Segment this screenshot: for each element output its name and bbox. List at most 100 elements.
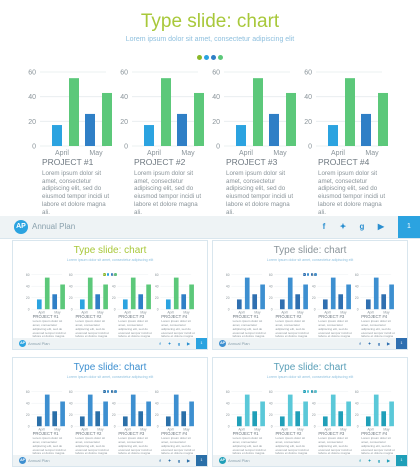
- bar: [303, 284, 309, 310]
- project-title: PROJECT #2: [275, 431, 302, 437]
- youtube-icon[interactable]: ▶: [186, 340, 191, 346]
- thumbnail-slide[interactable]: Type slide: chart Lorem ipsum dolor sit a…: [12, 357, 208, 467]
- bar: [373, 394, 379, 427]
- y-tick-label: 0: [357, 307, 359, 311]
- logo-icon: AP: [219, 457, 226, 464]
- youtube-icon[interactable]: ▶: [186, 457, 191, 463]
- title-dots: [13, 263, 207, 276]
- project-chart: 0 20 40 60 April May: [69, 390, 109, 431]
- thumbnail-slide[interactable]: Type slide: chart Lorem ipsum dolor sit a…: [212, 240, 408, 350]
- facebook-icon[interactable]: f: [159, 457, 161, 463]
- bar: [130, 394, 136, 427]
- bar: [295, 411, 301, 427]
- logo-icon: AP: [19, 457, 26, 464]
- social-links: f ✦ g ▶: [354, 458, 392, 464]
- page-number: 1: [196, 455, 207, 466]
- youtube-icon[interactable]: ▶: [386, 457, 391, 463]
- social-links: f ✦ g ▶: [354, 341, 392, 347]
- bar: [177, 113, 187, 146]
- bar: [173, 394, 179, 427]
- y-tick-label: 40: [355, 284, 359, 288]
- project-description: Lorem ipsum dolor sit amet, consectetur …: [134, 170, 202, 216]
- x-tick-label: May: [340, 310, 347, 314]
- project-chart: 0 20 40 60 April May: [28, 70, 112, 157]
- thumbnail-slide[interactable]: Type slide: chart Lorem ipsum dolor sit a…: [212, 357, 408, 467]
- slide-title: Type slide: chart: [73, 362, 147, 373]
- twitter-icon[interactable]: ✦: [339, 222, 347, 231]
- y-tick-label: 60: [355, 390, 359, 394]
- title-dots: [213, 263, 407, 276]
- y-tick-label: 0: [32, 144, 36, 151]
- logo-icon: AP: [219, 340, 226, 347]
- project-chart: 0 20 40 60 April May: [312, 390, 351, 431]
- x-tick-label: April: [281, 427, 288, 431]
- twitter-icon[interactable]: ✦: [367, 340, 372, 346]
- footer-label: Annual Plan: [32, 222, 76, 231]
- y-tick-label: 0: [114, 424, 116, 428]
- bar: [60, 401, 66, 427]
- y-tick-label: 20: [69, 413, 73, 417]
- y-tick-label: 0: [124, 144, 128, 151]
- bar: [146, 401, 151, 427]
- bar: [237, 416, 242, 427]
- google-plus-icon[interactable]: g: [377, 457, 381, 463]
- y-tick-label: 60: [112, 390, 116, 394]
- project-chart: 0 20 40 60 April May: [355, 390, 394, 431]
- google-plus-icon[interactable]: g: [177, 457, 181, 463]
- y-tick-label: 0: [228, 307, 230, 311]
- footer-label: Annual Plan: [28, 458, 50, 463]
- twitter-icon[interactable]: ✦: [367, 457, 372, 463]
- y-tick-label: 20: [312, 296, 316, 300]
- bar: [260, 284, 266, 310]
- slide-footer: AP Annual Plan f ✦ g ▶ 1: [0, 216, 420, 238]
- google-plus-icon[interactable]: g: [359, 222, 365, 231]
- logo-icon: AP: [14, 220, 28, 234]
- decor-dot: [110, 390, 114, 393]
- x-tick-label: May: [55, 310, 62, 314]
- google-plus-icon[interactable]: g: [177, 340, 181, 346]
- facebook-icon[interactable]: f: [359, 457, 361, 463]
- facebook-icon[interactable]: f: [159, 340, 161, 346]
- bar: [144, 125, 154, 146]
- social-links: f ✦ g ▶: [154, 341, 192, 347]
- twitter-icon[interactable]: ✦: [167, 340, 172, 346]
- bar: [45, 277, 50, 310]
- y-tick-label: 40: [269, 401, 273, 405]
- bar: [236, 125, 246, 146]
- bar: [330, 394, 336, 427]
- google-plus-icon[interactable]: g: [377, 340, 381, 346]
- project-chart: 0 20 40 60 April May: [226, 390, 266, 431]
- y-tick-label: 20: [155, 413, 159, 417]
- y-tick-label: 0: [271, 424, 273, 428]
- y-tick-label: 60: [69, 390, 73, 394]
- bar: [361, 113, 371, 146]
- y-tick-label: 60: [226, 273, 230, 277]
- bar: [146, 284, 151, 310]
- bar: [52, 125, 62, 146]
- bar: [69, 78, 79, 146]
- bar: [280, 299, 285, 310]
- youtube-icon[interactable]: ▶: [386, 340, 391, 346]
- y-tick-label: 40: [312, 401, 316, 405]
- y-tick-label: 40: [155, 284, 159, 288]
- y-tick-label: 60: [69, 273, 73, 277]
- facebook-icon[interactable]: f: [322, 222, 326, 231]
- bar: [328, 125, 338, 146]
- footer-label: Annual Plan: [228, 458, 250, 463]
- bar: [194, 92, 204, 146]
- decor-dot: [197, 55, 202, 60]
- youtube-icon[interactable]: ▶: [377, 222, 385, 231]
- project-title: PROJECT #3: [226, 157, 278, 167]
- x-tick-label: April: [39, 427, 46, 431]
- facebook-icon[interactable]: f: [359, 340, 361, 346]
- bar: [237, 299, 242, 310]
- x-tick-label: April: [324, 310, 331, 314]
- bar: [37, 299, 42, 310]
- bar: [322, 416, 328, 427]
- thumbnail-slide[interactable]: Type slide: chart Lorem ipsum dolor sit a…: [12, 240, 208, 350]
- title-dots: [0, 47, 420, 60]
- x-tick-label: April: [55, 150, 69, 157]
- twitter-icon[interactable]: ✦: [167, 457, 172, 463]
- bar: [260, 401, 266, 427]
- x-tick-label: May: [183, 427, 190, 431]
